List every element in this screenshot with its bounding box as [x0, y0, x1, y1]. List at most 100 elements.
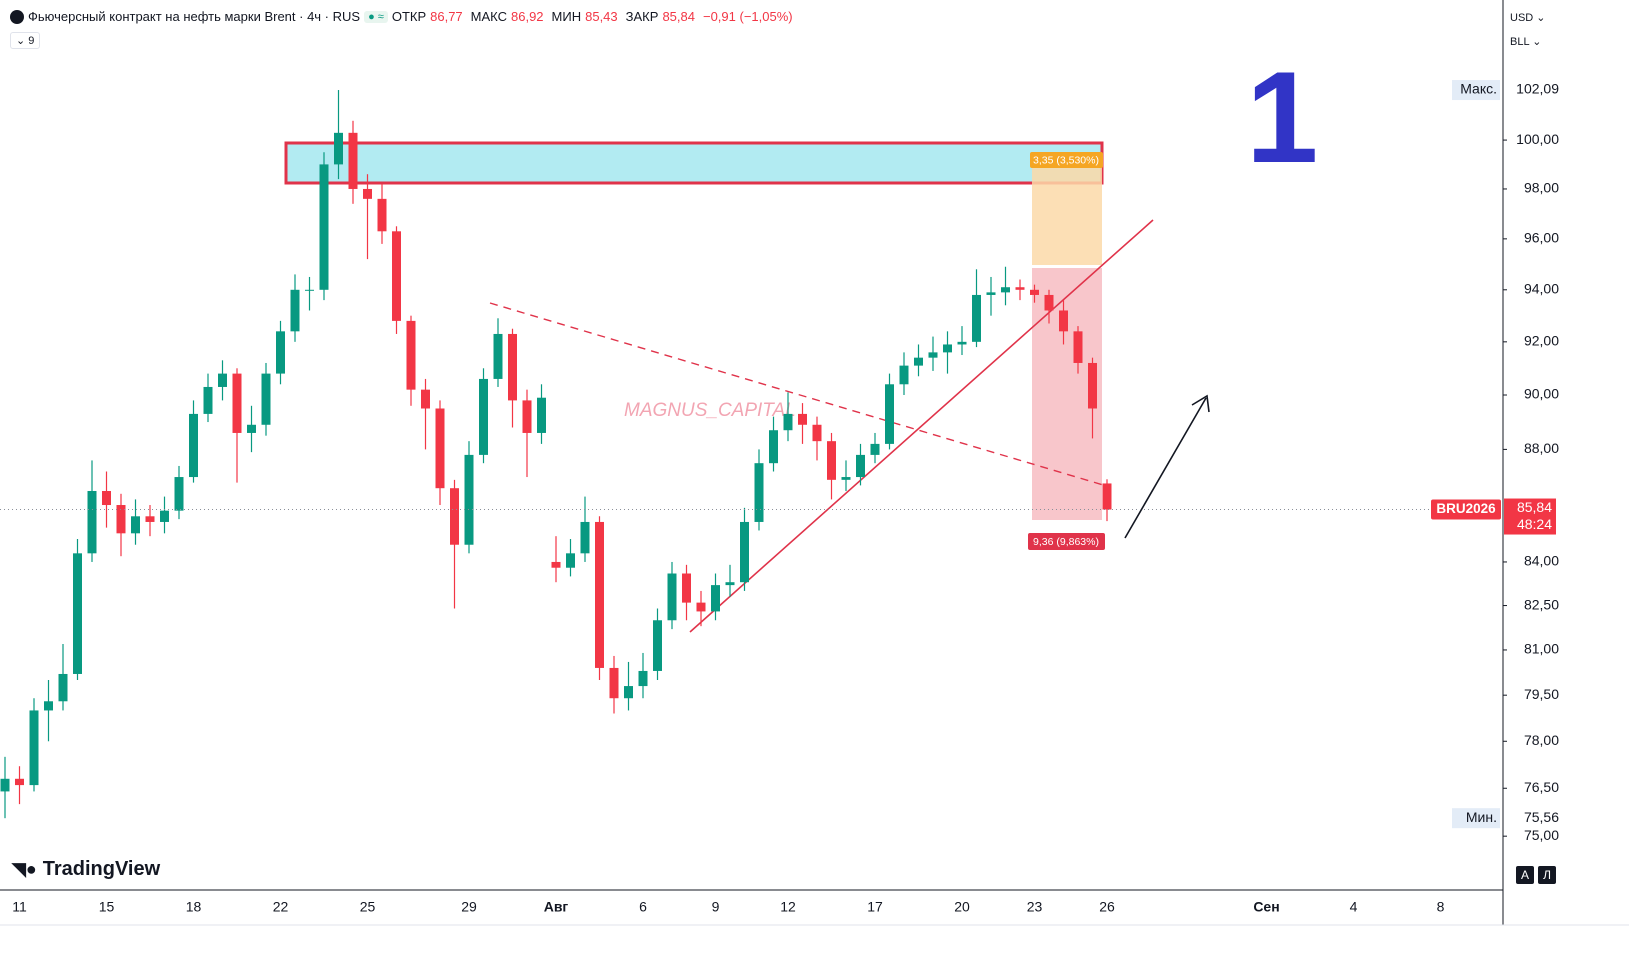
candle-body: [58, 673, 68, 702]
candle-body: [290, 289, 300, 332]
price-label-box: [1504, 498, 1556, 535]
position-upper: [1032, 165, 1102, 265]
currency-text: USD: [1510, 12, 1534, 24]
unit[interactable]: BLL ⌄: [1510, 36, 1542, 48]
candle-body: [783, 413, 793, 431]
unit-text: BLL: [1510, 36, 1530, 48]
candle-body: [450, 488, 459, 545]
candle-body: [508, 333, 517, 401]
candle-body: [15, 778, 24, 786]
min-value-box: [1505, 808, 1563, 829]
candle-body: [841, 477, 851, 480]
symbol-title[interactable]: Фьючерсный контракт на нефть марки Brent…: [28, 9, 361, 24]
y-tick-label: 84,00: [1524, 553, 1559, 569]
min-value: 75,56: [1524, 809, 1559, 825]
ohlc-value: 86,77: [430, 9, 463, 24]
ohlc-label: ЗАКР: [625, 9, 659, 24]
logo-text: TradingView: [42, 858, 161, 880]
supply-zone: [284, 141, 1104, 185]
x-tick-label: 11: [12, 899, 27, 915]
candle-body: [348, 132, 358, 189]
auto-button[interactable]: A: [1516, 866, 1534, 884]
currency[interactable]: USD ⌄: [1510, 12, 1546, 24]
candle-body: [638, 670, 648, 687]
candle-body: [29, 710, 39, 786]
stop-label-box: [1028, 533, 1105, 550]
candle-body: [682, 573, 691, 603]
price-label: 85,84: [1517, 499, 1552, 515]
log-button[interactable]: Л: [1538, 866, 1556, 884]
candle-body: [435, 408, 445, 489]
x-tick-label: 29: [461, 899, 477, 915]
candle-body: [44, 701, 53, 711]
y-tick-label: 76,50: [1524, 779, 1559, 795]
candle-body: [203, 386, 213, 414]
candle-body: [276, 331, 285, 374]
ohlc-label: ОТКР: [391, 9, 427, 24]
candle-body: [261, 373, 271, 425]
candle-body: [479, 378, 488, 455]
candle-body: [334, 132, 343, 165]
x-tick-label: Авг: [544, 899, 569, 915]
candle-body: [870, 443, 880, 455]
y-tick-label: 82,50: [1524, 596, 1559, 612]
candle-body: [711, 585, 720, 612]
x-tick-label: 8: [1437, 899, 1445, 915]
x-tick-label: 26: [1099, 899, 1115, 915]
x-tick-label: 25: [360, 899, 376, 915]
candle-body: [580, 521, 590, 554]
candle-body: [609, 667, 619, 699]
trend-line: [689, 219, 1154, 633]
candle-body: [1001, 287, 1010, 293]
max-value: 102,09: [1516, 81, 1559, 97]
y-tick-label: 98,00: [1524, 180, 1559, 196]
candle-body: [957, 341, 967, 345]
candle-body: [595, 521, 604, 668]
indicators-count: 9: [28, 35, 35, 47]
candle-body: [1044, 294, 1054, 311]
ohlc-value: 85,84: [662, 9, 695, 24]
x-tick-label: 23: [1027, 899, 1043, 915]
x-tick-label: 6: [639, 899, 647, 915]
candle-body: [1073, 331, 1083, 363]
symbol-label: BRU2026: [1436, 501, 1496, 516]
y-tick-label: 81,00: [1524, 641, 1559, 657]
candle-body: [464, 454, 474, 545]
candle-body: [624, 686, 633, 699]
indicators-toggle[interactable]: ⌄ 9: [10, 32, 41, 49]
x-tick-label: Сен: [1253, 899, 1279, 915]
candle-body: [740, 521, 749, 583]
arrow-line: [1124, 397, 1207, 539]
logo[interactable]: ◥● TradingView: [12, 858, 160, 881]
x-tick-label: 12: [780, 899, 796, 915]
arrow-head: [1191, 394, 1210, 413]
candle-body: [116, 505, 126, 534]
y-tick-label: 79,50: [1524, 686, 1559, 702]
candle-body: [769, 430, 778, 464]
min-label-box: [1452, 808, 1500, 829]
y-tick-label: 100,00: [1516, 131, 1559, 147]
candle-body: [73, 553, 82, 674]
candle-body: [899, 365, 909, 385]
watermark: MAGNUS_CAPITAL: [624, 400, 796, 421]
y-tick-label: 92,00: [1524, 333, 1559, 349]
ohlc-value: 85,43: [585, 9, 618, 24]
candle-body: [551, 561, 561, 568]
ohlc-label: МИН: [551, 9, 582, 24]
candle-body: [653, 620, 662, 671]
candle-body: [667, 573, 677, 621]
candle-body: [363, 188, 372, 199]
candle-body: [131, 516, 140, 534]
y-tick-label: 78,00: [1524, 732, 1559, 748]
candle-body: [696, 602, 706, 612]
candle-body: [247, 424, 256, 433]
x-tick-label: 9: [712, 899, 720, 915]
candle-body: [102, 490, 111, 506]
candle-body: [392, 231, 401, 321]
candle-body: [566, 553, 575, 568]
candle-body: [1059, 310, 1068, 332]
candle-body: [145, 516, 155, 522]
candle-body: [189, 413, 198, 478]
candle-body: [87, 490, 97, 554]
max-label: Макс.: [1460, 81, 1497, 97]
